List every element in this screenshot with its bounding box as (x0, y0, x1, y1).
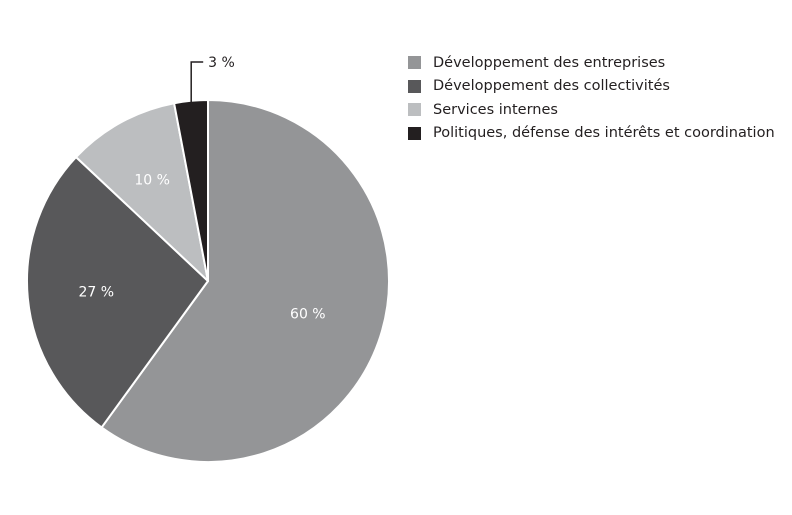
legend-item-services-internes: Services internes (408, 98, 775, 122)
slice-value-label: 60 % (290, 306, 326, 322)
legend-label: Politiques, défense des intérêts et coor… (433, 125, 775, 142)
legend-item-developpement-entreprises: Développement des entreprises (408, 51, 775, 75)
legend-label: Développement des collectivités (433, 78, 670, 95)
callout-line (190, 61, 204, 103)
slice-value-label: 3 % (208, 55, 235, 71)
slice-value-label: 27 % (78, 285, 114, 301)
pie-slice (75, 102, 209, 282)
legend-swatch (408, 56, 421, 70)
legend-label: Services internes (433, 101, 558, 118)
slice-value-label: 10 % (134, 172, 170, 188)
pie-slice (100, 99, 390, 463)
legend-swatch (408, 79, 421, 93)
legend-label: Développement des entreprises (433, 54, 666, 71)
legend-item-developpement-collectivites: Développement des collectivités (408, 75, 775, 99)
legend: Développement des entreprises Développem… (408, 51, 775, 145)
legend-swatch (408, 126, 421, 140)
legend-item-politiques: Politiques, défense des intérêts et coor… (408, 122, 775, 146)
legend-swatch (408, 103, 421, 117)
pie-slice (26, 156, 209, 429)
